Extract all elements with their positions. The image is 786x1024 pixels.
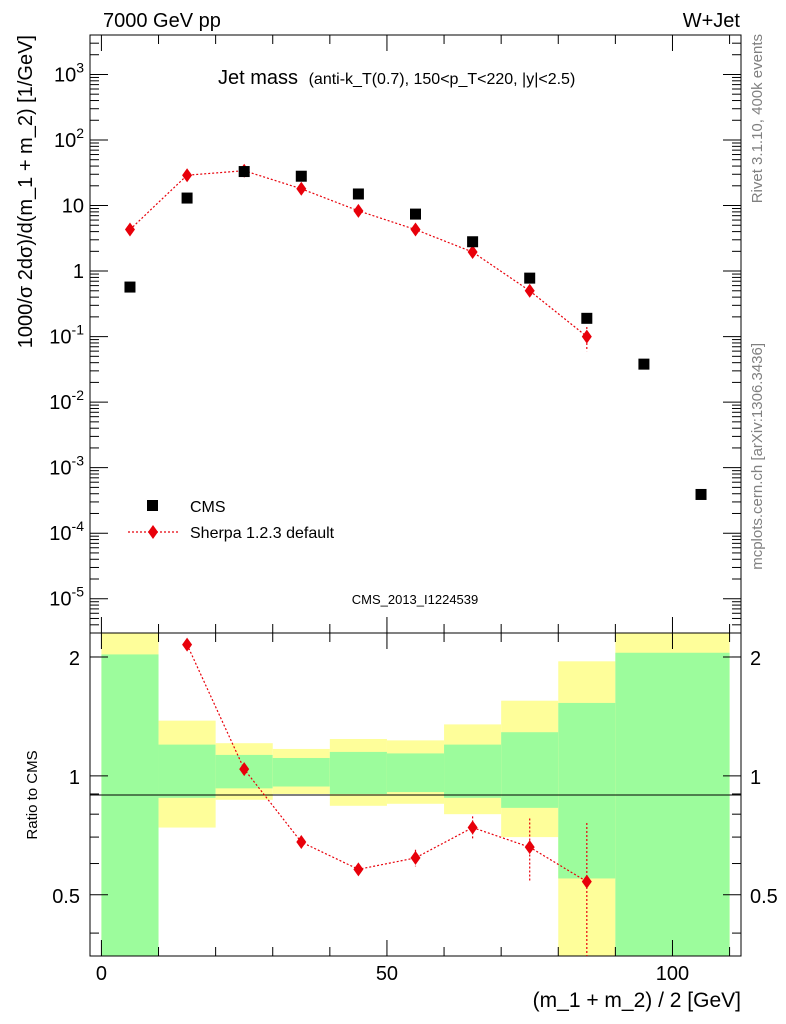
sherpa-point: [410, 222, 421, 237]
ratio-point: [296, 835, 307, 850]
y-tick-label: 1: [73, 261, 84, 283]
cms-point: [124, 281, 136, 293]
stat-uncertainty-band: [101, 654, 159, 956]
ratio-point: [182, 637, 193, 652]
main-title: Jet mass (anti-k_T(0.7), 150<p_T<220, |y…: [218, 67, 575, 89]
sherpa-point: [467, 245, 478, 260]
x-tick-label: 100: [656, 963, 689, 985]
legend: CMS Sherpa 1.2.3 default: [128, 499, 335, 542]
rivet-label: Rivet 3.1.10, 400k events: [749, 34, 766, 203]
stat-uncertainty-band: [158, 744, 216, 798]
cms-point: [467, 236, 479, 248]
y-tick-label: 103: [54, 59, 84, 86]
stat-uncertainty-band: [501, 732, 559, 808]
title-sub: (anti-k_T(0.7), 150<p_T<220, |y|<2.5): [309, 71, 576, 88]
ratio-point: [467, 820, 478, 835]
cms-point: [295, 170, 307, 182]
ratio-point: [524, 840, 535, 855]
stat-uncertainty-band: [444, 744, 502, 798]
ratio-tick-label-right: 0.5: [750, 886, 778, 908]
stat-uncertainty-band: [329, 751, 387, 794]
ratio-y-label: Ratio to CMS: [24, 750, 41, 839]
y-tick-label: 10-5: [49, 584, 84, 611]
ratio-point: [581, 874, 592, 889]
ratio-tick-label-right: 1: [750, 767, 761, 789]
ratio-x-ticks: 0 50 100: [96, 633, 731, 985]
ratio-tick-label: 0.5: [52, 886, 80, 908]
ratio-tick-label: 2: [69, 648, 80, 670]
stat-uncertainty-band: [615, 652, 730, 956]
ratio-line: [186, 644, 588, 883]
title-main: Jet mass: [218, 67, 298, 89]
cms-point: [238, 166, 250, 178]
ratio-point: [239, 762, 250, 777]
main-y-ticks: 10-5 10-4 10-3 10-2 10-1 1 10 102 103: [49, 34, 741, 634]
x-tick-label: 50: [376, 963, 398, 985]
main-series: [124, 163, 707, 500]
legend-sherpa-marker: [148, 525, 158, 539]
main-frame: [89, 34, 742, 634]
watermark: CMS_2013_I1224539: [352, 592, 479, 607]
cms-point: [524, 272, 536, 284]
cms-point: [352, 188, 364, 200]
legend-cms-label: CMS: [190, 499, 226, 516]
stat-uncertainty-band: [558, 702, 616, 879]
cms-point: [581, 312, 593, 324]
ratio-bands: [101, 633, 730, 956]
ratio-point: [353, 862, 364, 877]
main-x-ticks: [100, 35, 731, 633]
x-axis-label: (m_1 + m_2) / 2 [GeV]: [533, 989, 741, 1012]
sherpa-point: [353, 203, 364, 218]
y-tick-label: 10: [62, 196, 84, 218]
y-tick-label: 10-1: [49, 322, 84, 349]
cms-point: [638, 358, 650, 370]
y-tick-label: 10-3: [49, 453, 84, 480]
ratio-y-ticks: 0.5 0.5 1 1 2 2: [52, 648, 778, 934]
cms-point: [410, 208, 421, 220]
sherpa-point: [581, 329, 592, 344]
header-right: W+Jet: [683, 10, 741, 32]
cms-point: [181, 192, 193, 204]
ratio-series: [182, 637, 592, 956]
main-y-label: 1000/σ 2dσ)/d(m_1 + m_2) [1/GeV]: [15, 35, 37, 348]
sherpa-point: [296, 181, 307, 196]
sherpa-point: [182, 168, 193, 183]
sherpa-point: [124, 222, 135, 237]
ratio-tick-label: 1: [69, 767, 80, 789]
y-tick-label: 10-4: [49, 518, 84, 545]
main-panel: Jet mass (anti-k_T(0.7), 150<p_T<220, |y…: [15, 34, 742, 634]
cms-point: [695, 488, 707, 500]
mcplots-label: mcplots.cern.ch [arXiv:1306.3436]: [749, 343, 766, 570]
sherpa-point: [524, 283, 535, 298]
header-left: 7000 GeV pp: [103, 10, 221, 32]
legend-cms-marker: [147, 500, 158, 511]
ratio-point: [410, 850, 421, 865]
stat-uncertainty-band: [386, 753, 445, 793]
legend-sherpa-label: Sherpa 1.2.3 default: [190, 525, 335, 542]
ratio-tick-label-right: 2: [750, 648, 761, 670]
stat-uncertainty-band: [272, 757, 330, 787]
x-tick-label: 0: [96, 963, 107, 985]
ratio-panel: Ratio to CMS 0.5 0.5 1 1 2 2 0 50 100 (m_1 + m_…: [24, 632, 778, 1012]
y-tick-label: 102: [54, 125, 84, 152]
y-tick-label: 10-2: [49, 387, 84, 414]
